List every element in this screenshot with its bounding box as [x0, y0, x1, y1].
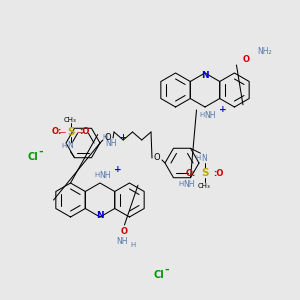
- Text: NH: NH: [99, 170, 111, 179]
- Text: O:: O:: [185, 169, 196, 178]
- Text: O: O: [243, 55, 250, 64]
- Text: H: H: [200, 112, 205, 118]
- Text: :O: :O: [79, 127, 90, 136]
- Text: +: +: [119, 133, 127, 142]
- Text: NH: NH: [184, 180, 195, 189]
- Text: :O: :O: [213, 169, 224, 178]
- Text: NH: NH: [204, 110, 216, 119]
- Text: N: N: [96, 211, 104, 220]
- Text: N: N: [201, 70, 209, 80]
- Text: N: N: [202, 154, 207, 163]
- Text: H: H: [102, 134, 108, 140]
- Text: CH₃: CH₃: [198, 183, 211, 189]
- Text: S: S: [201, 168, 208, 178]
- Text: N: N: [68, 141, 74, 150]
- Text: +: +: [219, 104, 227, 113]
- Text: CH₃: CH₃: [64, 117, 77, 123]
- Text: S: S: [67, 127, 74, 137]
- Text: Cl: Cl: [153, 270, 164, 280]
- Text: +: +: [114, 164, 122, 173]
- Text: NH: NH: [117, 238, 128, 247]
- Text: NH: NH: [105, 139, 117, 148]
- Text: -: -: [39, 147, 43, 157]
- Text: Cl: Cl: [27, 152, 38, 162]
- Text: H: H: [61, 143, 67, 149]
- Text: O: O: [105, 134, 111, 142]
- Text: H: H: [179, 182, 184, 188]
- Text: H: H: [94, 172, 100, 178]
- Text: H: H: [131, 242, 136, 248]
- Text: O:: O:: [51, 127, 62, 136]
- Text: H: H: [195, 155, 200, 161]
- Text: -: -: [165, 265, 169, 275]
- Text: O: O: [154, 154, 160, 163]
- Text: NH₂: NH₂: [257, 46, 272, 56]
- Text: O: O: [121, 226, 128, 236]
